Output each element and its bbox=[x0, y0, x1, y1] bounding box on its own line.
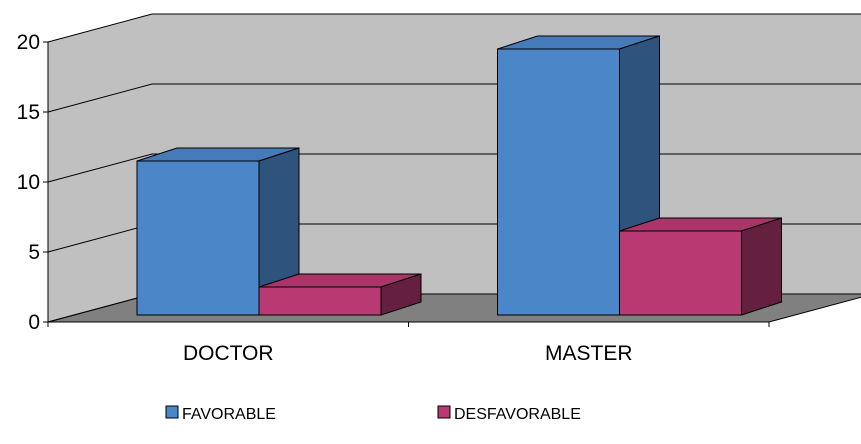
bar bbox=[258, 273, 422, 316]
legend-label: FAVORABLE bbox=[182, 406, 276, 423]
y-tick-label: 5 bbox=[28, 241, 40, 264]
y-tick-label: 0 bbox=[28, 311, 40, 334]
bar-front-face bbox=[497, 48, 620, 316]
bar-front-face bbox=[258, 286, 382, 316]
bar-side-face bbox=[741, 217, 782, 316]
legend-swatch bbox=[165, 405, 179, 419]
bars bbox=[136, 35, 782, 316]
bar-side-face bbox=[380, 273, 422, 316]
y-tick-label: 15 bbox=[17, 101, 40, 124]
x-tick-label: MASTER bbox=[545, 342, 633, 365]
legend: FAVORABLE DESFAVORABLE bbox=[165, 405, 581, 423]
legend-label: DESFAVORABLE bbox=[454, 406, 581, 423]
y-tick-label: 10 bbox=[17, 171, 40, 194]
gridline bbox=[47, 13, 861, 43]
legend-entry: FAVORABLE bbox=[165, 405, 276, 423]
bar bbox=[619, 217, 782, 316]
legend-entry: DESFAVORABLE bbox=[437, 405, 581, 423]
legend-swatch bbox=[437, 405, 451, 419]
x-tick-labels: DOCTOR MASTER bbox=[183, 342, 633, 365]
x-tick-label: DOCTOR bbox=[183, 342, 274, 365]
bar-front-face bbox=[619, 230, 742, 316]
y-tick-label: 20 bbox=[17, 31, 40, 54]
y-tick-labels: 0 5 10 15 20 bbox=[17, 31, 40, 334]
bar-front-face bbox=[136, 160, 260, 316]
axes bbox=[43, 41, 770, 327]
